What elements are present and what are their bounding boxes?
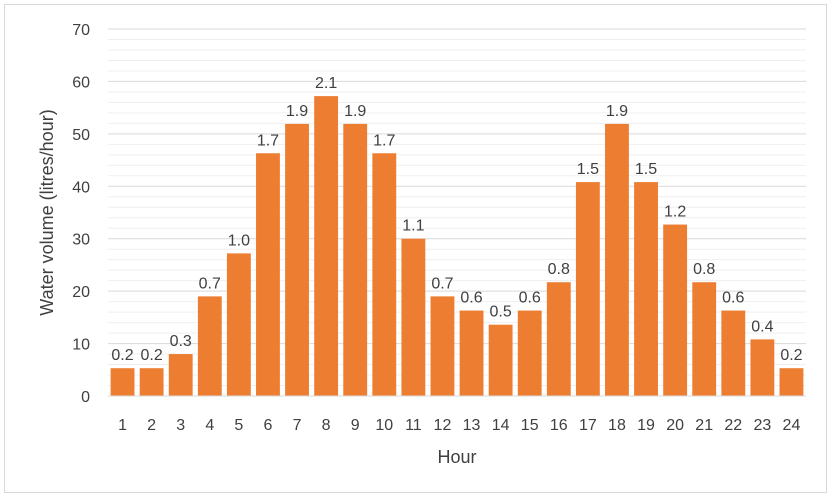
data-label-8: 2.1 xyxy=(315,75,337,92)
x-tick-label: 23 xyxy=(753,417,771,434)
x-tick-label: 8 xyxy=(322,417,331,434)
x-tick-label: 24 xyxy=(783,417,801,434)
y-tick-label: 60 xyxy=(72,74,90,91)
data-label-18: 1.9 xyxy=(606,103,628,120)
x-tick-label: 3 xyxy=(176,417,185,434)
data-label-23: 0.4 xyxy=(751,318,773,335)
x-tick-label: 6 xyxy=(264,417,273,434)
data-label-1: 0.2 xyxy=(111,347,133,364)
x-tick-label: 22 xyxy=(724,417,742,434)
y-axis-title: Water volume (litres/hour) xyxy=(37,109,57,315)
y-tick-label: 20 xyxy=(72,284,90,301)
y-tick-labels: 0 10 20 30 40 50 60 70 xyxy=(72,22,90,406)
bar-16 xyxy=(546,282,571,396)
x-tick-label: 21 xyxy=(695,417,713,434)
bar-15 xyxy=(517,310,542,396)
bar-22 xyxy=(721,310,746,396)
bar-23 xyxy=(750,339,775,396)
data-label-22: 0.6 xyxy=(722,290,744,307)
x-tick-labels: 1 2 3 4 5 6 7 8 9 10 11 12 13 14 15 16 17 18 19 20 21 22 23 24 xyxy=(118,417,800,434)
bars xyxy=(110,96,804,396)
data-label-13: 0.6 xyxy=(460,290,482,307)
x-tick-label: 4 xyxy=(205,417,214,434)
bar-10 xyxy=(372,153,397,396)
data-label-16: 0.8 xyxy=(548,261,570,278)
x-tick-label: 14 xyxy=(492,417,510,434)
bar-7 xyxy=(285,123,309,396)
bar-20 xyxy=(663,224,688,396)
gridlines xyxy=(108,28,806,387)
x-tick-label: 16 xyxy=(550,417,568,434)
data-label-14: 0.5 xyxy=(490,304,512,321)
data-label-15: 0.6 xyxy=(519,290,541,307)
data-label-4: 0.7 xyxy=(199,275,221,292)
data-label-19: 1.5 xyxy=(635,161,657,178)
bar-5 xyxy=(226,253,251,396)
data-labels: 0.2 0.2 0.3 0.7 1.0 1.7 1.9 2.1 1.9 1.7 1.1 0.7 0.6 0… xyxy=(111,75,802,364)
x-tick-label: 15 xyxy=(521,417,539,434)
data-label-5: 1.0 xyxy=(228,232,250,249)
bar-6 xyxy=(256,153,280,396)
bar-9 xyxy=(343,123,368,396)
bar-2 xyxy=(139,368,164,396)
x-tick-label: 5 xyxy=(234,417,243,434)
x-tick-label: 10 xyxy=(375,417,393,434)
bar-12 xyxy=(430,296,455,396)
data-label-9: 1.9 xyxy=(344,103,366,120)
data-label-2: 0.2 xyxy=(141,347,163,364)
bar-24 xyxy=(779,368,804,396)
x-tick-label: 9 xyxy=(351,417,360,434)
y-tick-label: 30 xyxy=(72,232,90,249)
x-tick-label: 11 xyxy=(405,417,422,434)
bar-11 xyxy=(401,238,426,396)
bar-4 xyxy=(197,296,222,396)
x-axis-title: Hour xyxy=(437,447,476,467)
data-label-12: 0.7 xyxy=(431,275,453,292)
x-tick-label: 1 xyxy=(118,417,127,434)
data-label-17: 1.5 xyxy=(577,161,599,178)
bar-18 xyxy=(605,123,629,396)
y-tick-label: 70 xyxy=(72,22,90,39)
data-label-6: 1.7 xyxy=(257,132,279,149)
data-label-10: 1.7 xyxy=(373,132,395,149)
bar-19 xyxy=(634,182,658,396)
y-tick-label: 50 xyxy=(72,127,90,144)
x-tick-label: 7 xyxy=(293,417,302,434)
data-label-7: 1.9 xyxy=(286,103,308,120)
bar-3 xyxy=(168,354,193,396)
data-label-21: 0.8 xyxy=(693,261,715,278)
data-label-11: 1.1 xyxy=(402,218,424,235)
bar-8 xyxy=(314,96,339,396)
x-tick-label: 12 xyxy=(434,417,452,434)
data-label-20: 1.2 xyxy=(664,204,686,221)
x-tick-label: 18 xyxy=(608,417,626,434)
x-tick-label: 13 xyxy=(463,417,481,434)
bar-1 xyxy=(110,368,135,396)
bar-13 xyxy=(459,310,484,396)
y-tick-label: 0 xyxy=(81,389,90,406)
bar-21 xyxy=(692,282,717,396)
data-label-24: 0.2 xyxy=(780,347,802,364)
y-tick-label: 40 xyxy=(72,179,90,196)
bar-14 xyxy=(488,324,513,396)
x-tick-label: 19 xyxy=(637,417,655,434)
x-tick-label: 2 xyxy=(147,417,156,434)
x-tick-label: 20 xyxy=(666,417,684,434)
data-label-3: 0.3 xyxy=(170,333,192,350)
bar-17 xyxy=(575,182,600,396)
y-tick-label: 10 xyxy=(72,337,90,354)
x-tick-label: 17 xyxy=(579,417,597,434)
